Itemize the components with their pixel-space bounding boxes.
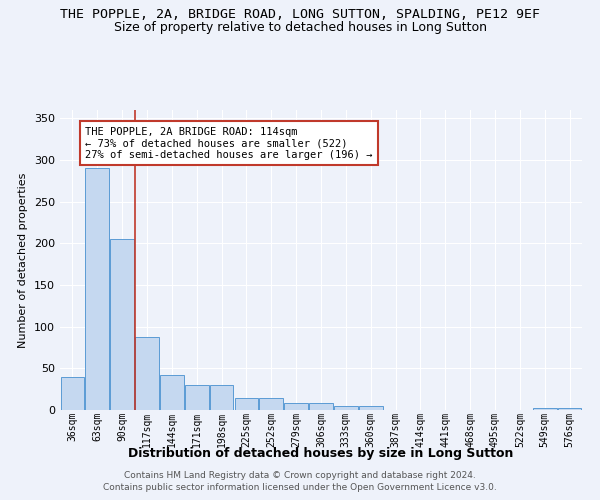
Bar bbox=[359, 406, 383, 410]
Bar bbox=[110, 239, 134, 410]
Y-axis label: Number of detached properties: Number of detached properties bbox=[19, 172, 28, 348]
Bar bbox=[185, 385, 209, 410]
Bar bbox=[533, 408, 557, 410]
Bar bbox=[210, 385, 233, 410]
Bar bbox=[85, 168, 109, 410]
Bar bbox=[235, 398, 258, 410]
Text: Distribution of detached houses by size in Long Sutton: Distribution of detached houses by size … bbox=[128, 448, 514, 460]
Bar bbox=[334, 406, 358, 410]
Bar bbox=[61, 376, 84, 410]
Text: THE POPPLE, 2A, BRIDGE ROAD, LONG SUTTON, SPALDING, PE12 9EF: THE POPPLE, 2A, BRIDGE ROAD, LONG SUTTON… bbox=[60, 8, 540, 20]
Bar bbox=[558, 408, 581, 410]
Text: THE POPPLE, 2A BRIDGE ROAD: 114sqm
← 73% of detached houses are smaller (522)
27: THE POPPLE, 2A BRIDGE ROAD: 114sqm ← 73%… bbox=[85, 126, 373, 160]
Bar bbox=[135, 336, 159, 410]
Bar bbox=[259, 398, 283, 410]
Bar bbox=[160, 375, 184, 410]
Bar bbox=[309, 404, 333, 410]
Bar bbox=[284, 404, 308, 410]
Text: Contains public sector information licensed under the Open Government Licence v3: Contains public sector information licen… bbox=[103, 484, 497, 492]
Text: Contains HM Land Registry data © Crown copyright and database right 2024.: Contains HM Land Registry data © Crown c… bbox=[124, 471, 476, 480]
Text: Size of property relative to detached houses in Long Sutton: Size of property relative to detached ho… bbox=[113, 21, 487, 34]
